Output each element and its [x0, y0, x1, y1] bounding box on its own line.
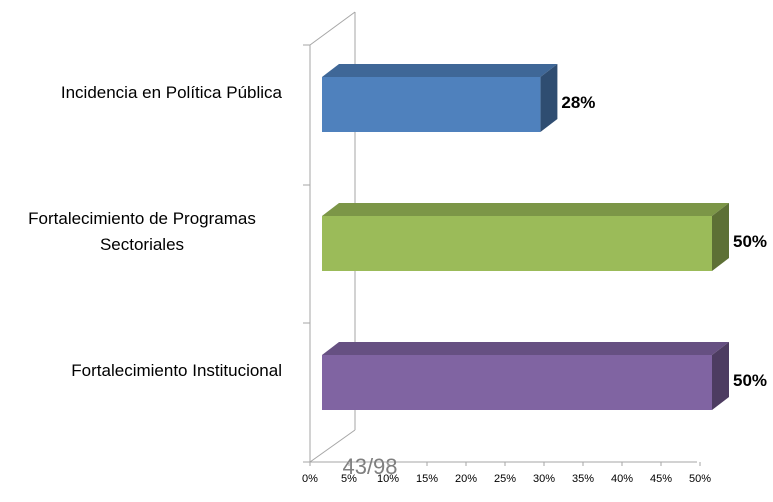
- bar-front: [322, 355, 712, 410]
- x-tick-label: 20%: [455, 473, 477, 485]
- y-tick-label: Incidencia en Política Pública: [60, 82, 282, 102]
- bar-top: [322, 64, 558, 77]
- value-label: 50%: [733, 371, 767, 390]
- bar-front: [322, 216, 712, 271]
- bar: [322, 64, 558, 132]
- page-number: 43/98: [342, 454, 397, 479]
- bar: [322, 203, 729, 271]
- x-tick-label: 40%: [611, 473, 633, 485]
- x-tick-label: 50%: [689, 473, 711, 485]
- bar: [322, 342, 729, 410]
- bar-side: [712, 342, 729, 410]
- bar-front: [322, 77, 541, 132]
- x-tick-label: 15%: [416, 473, 438, 485]
- value-label: 28%: [561, 93, 595, 112]
- bar-side: [540, 64, 558, 132]
- bar-top: [322, 342, 729, 355]
- y-tick-label: Fortalecimiento Institucional: [71, 360, 282, 380]
- value-label: 50%: [733, 232, 767, 251]
- x-tick-label: 45%: [650, 473, 672, 485]
- bar-top: [322, 203, 729, 216]
- x-tick-label: 30%: [533, 473, 555, 485]
- x-tick-label: 0%: [302, 473, 318, 485]
- bar-side: [712, 203, 729, 271]
- x-tick-label: 5%: [341, 473, 357, 485]
- y-tick-label: Fortalecimiento de Programas Sectoriales: [28, 208, 256, 254]
- x-tick-label: 10%: [377, 473, 399, 485]
- x-tick-label: 25%: [494, 473, 516, 485]
- x-tick-label: 35%: [572, 473, 594, 485]
